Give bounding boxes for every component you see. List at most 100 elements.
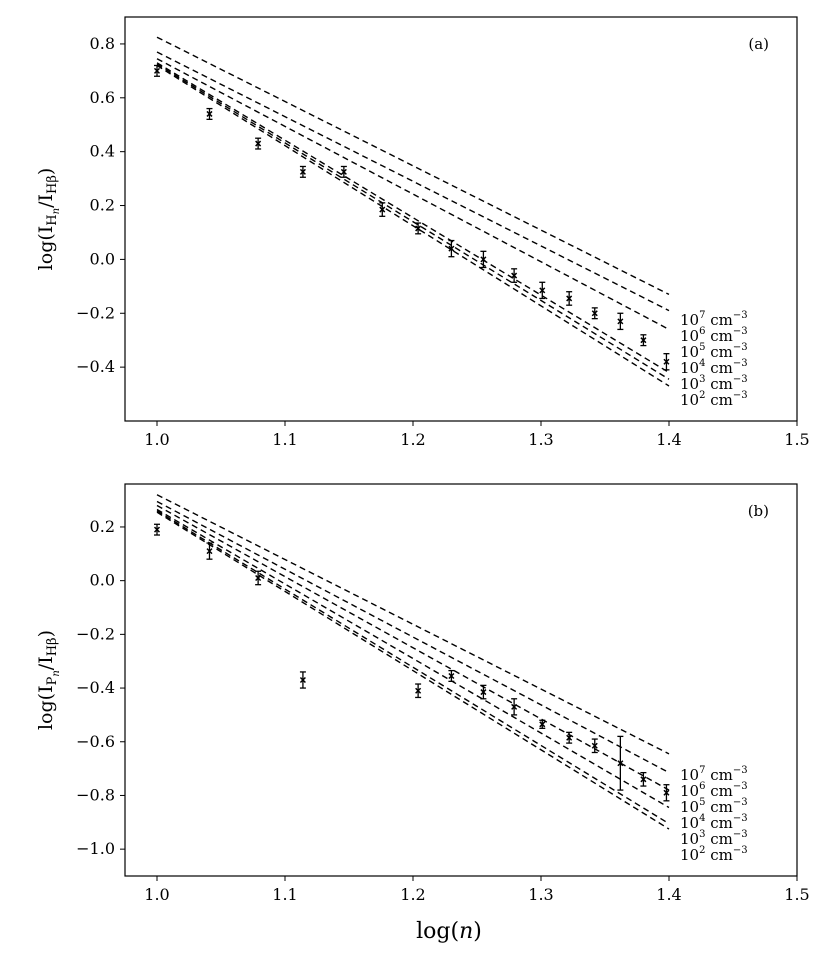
label-unit-exponent: −3 [733,797,748,808]
x-tick-label: 1.5 [784,430,809,449]
y-tick-label: 0.2 [90,517,115,536]
x-tick-label: 1.0 [144,430,169,449]
xlabel-text: log( [416,919,459,944]
data-point [255,137,262,150]
label-exponent: 7 [699,310,705,321]
x-marker [511,703,518,710]
ylabel-sub: P [45,676,60,685]
model-line-6 [156,500,670,774]
x-marker [153,526,161,533]
x-tick-label: 1.2 [400,430,425,449]
label-unit-exponent: −3 [733,845,748,856]
ylabel-text: /I [35,656,57,670]
model-line-label: 102 cm−3 [680,390,748,409]
model-line-label: 104 cm−3 [680,358,748,377]
y-tick-label: −0.8 [76,785,115,804]
y-tick-label: −0.6 [76,732,115,751]
x-marker [663,358,670,365]
label-base: 10 [680,391,699,409]
x-marker [640,776,647,783]
label-unit-exponent: −3 [733,829,748,840]
label-unit-exponent: −3 [733,342,748,353]
label-base: 10 [680,343,699,361]
x-marker [566,734,573,741]
data-point [591,738,598,754]
label-base: 10 [680,846,699,864]
x-marker [415,225,422,232]
label-unit: cm [705,798,732,816]
ylabel-text: log(I [35,685,57,730]
ylabel-subsub: n [51,670,62,676]
data-point [617,735,624,791]
label-base: 10 [680,798,699,816]
y-axis-label: log(IPn/IHβ) [35,630,62,730]
x-marker [299,168,306,175]
model-line-2 [156,511,670,830]
data-point [539,719,546,729]
x-marker [617,318,624,325]
x-marker [539,287,546,294]
model-line-label: 103 cm−3 [680,829,748,848]
label-base: 10 [680,359,699,377]
data-point [415,683,422,699]
model-line-4 [156,62,670,374]
data-point [379,202,386,217]
ylabel-subsub: n [51,208,62,214]
label-unit: cm [705,766,732,784]
label-unit: cm [705,327,732,345]
label-unit-exponent: −3 [733,765,748,776]
model-line-label: 102 cm−3 [680,845,748,864]
x-tick-label: 1.5 [784,885,809,904]
data-point [663,784,670,802]
data-point [153,64,161,77]
data-point [448,669,455,682]
y-tick-label: 0.2 [90,196,115,215]
model-line-3 [156,510,670,825]
label-base: 10 [680,375,699,393]
x-marker [448,672,455,680]
label-base: 10 [680,830,699,848]
label-exponent: 2 [699,845,705,856]
data-point [617,312,624,331]
ylabel-sub: Hβ [45,637,60,656]
x-marker [663,789,670,796]
data-point [480,684,487,700]
data-point [255,570,262,586]
x-marker [415,687,422,694]
model-line-4 [156,508,670,809]
data-point [206,542,213,560]
ylabel-sub: H [45,214,60,225]
model-line-2 [156,64,670,387]
label-unit: cm [705,782,732,800]
label-unit-exponent: −3 [733,813,748,824]
model-line-5 [156,58,670,331]
ylabel-text: /I [35,194,57,208]
x-marker [340,168,347,175]
axes-frame [124,16,798,422]
data-point [206,107,213,120]
model-line-5 [156,504,670,791]
panel-label: (a) [748,35,769,53]
label-exponent: 3 [699,374,705,385]
x-tick-label: 1.1 [272,430,297,449]
model-line-label: 105 cm−3 [680,342,748,361]
model-line-label: 106 cm−3 [680,326,748,345]
label-unit-exponent: −3 [733,310,748,321]
y-tick-label: 0.4 [90,142,115,161]
data-point [539,281,546,300]
x-marker [480,256,487,263]
label-exponent: 2 [699,390,705,401]
ylabel-text: ) [35,630,57,637]
x-marker [379,206,386,213]
x-marker [539,721,546,728]
label-base: 10 [680,766,699,784]
y-tick-label: −0.2 [76,624,115,643]
x-marker [206,548,213,555]
ylabel-text: ) [35,168,57,175]
panel-label: (b) [748,502,769,520]
label-exponent: 4 [699,358,705,369]
data-point [340,165,347,178]
model-line-6 [156,51,670,312]
data-point [566,291,573,306]
model-line-label: 105 cm−3 [680,797,748,816]
